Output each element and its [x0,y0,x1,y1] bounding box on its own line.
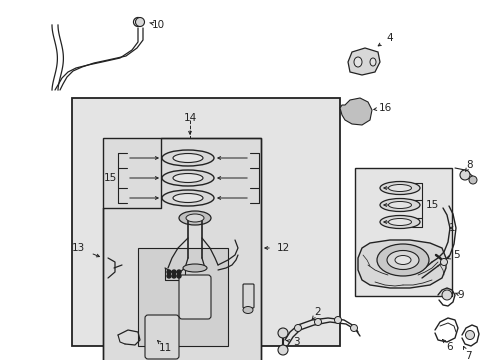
Text: 10: 10 [151,20,164,30]
Ellipse shape [379,216,419,229]
Circle shape [177,270,181,274]
Text: 13: 13 [71,243,84,253]
Ellipse shape [162,170,214,186]
Circle shape [172,270,176,274]
Circle shape [278,345,287,355]
FancyBboxPatch shape [138,248,227,346]
Circle shape [314,319,321,325]
FancyBboxPatch shape [103,138,261,360]
Text: 5: 5 [453,250,459,260]
FancyBboxPatch shape [72,98,339,346]
Polygon shape [347,48,379,75]
Text: 6: 6 [446,342,452,352]
Ellipse shape [173,194,203,202]
Ellipse shape [394,256,410,265]
Text: 4: 4 [386,33,392,43]
Ellipse shape [369,58,375,66]
FancyBboxPatch shape [179,275,210,319]
Ellipse shape [376,244,428,276]
Ellipse shape [179,211,210,225]
FancyBboxPatch shape [243,284,253,308]
Ellipse shape [173,153,203,162]
Polygon shape [357,240,445,288]
Text: 15: 15 [103,173,116,183]
Circle shape [167,270,171,274]
Circle shape [468,176,476,184]
Ellipse shape [387,184,411,192]
FancyBboxPatch shape [145,315,179,359]
Text: 2: 2 [314,307,321,317]
Circle shape [167,274,171,278]
Ellipse shape [173,174,203,183]
Circle shape [350,324,357,332]
Text: 11: 11 [158,343,171,353]
Ellipse shape [386,251,418,270]
Ellipse shape [185,214,203,222]
Circle shape [177,274,181,278]
Circle shape [465,330,473,339]
Ellipse shape [162,150,214,166]
Text: 12: 12 [276,243,289,253]
Circle shape [459,170,469,180]
Circle shape [294,324,301,332]
Circle shape [172,274,176,278]
Polygon shape [339,98,371,125]
Ellipse shape [183,264,206,272]
Circle shape [135,18,144,27]
Ellipse shape [379,198,419,211]
Circle shape [441,290,451,300]
Ellipse shape [243,306,252,314]
FancyBboxPatch shape [354,168,451,296]
Ellipse shape [387,219,411,225]
Ellipse shape [440,258,447,266]
Text: 15: 15 [425,200,438,210]
Ellipse shape [162,190,214,206]
Circle shape [136,20,140,24]
Text: 7: 7 [464,351,470,360]
Text: 3: 3 [292,337,299,347]
Circle shape [334,316,341,324]
Ellipse shape [379,181,419,194]
Text: 9: 9 [457,290,464,300]
Circle shape [278,328,287,338]
Text: 14: 14 [183,113,196,123]
Text: 1: 1 [448,223,454,233]
Text: 8: 8 [466,160,472,170]
Text: 16: 16 [378,103,391,113]
Ellipse shape [353,57,361,67]
Ellipse shape [387,202,411,208]
